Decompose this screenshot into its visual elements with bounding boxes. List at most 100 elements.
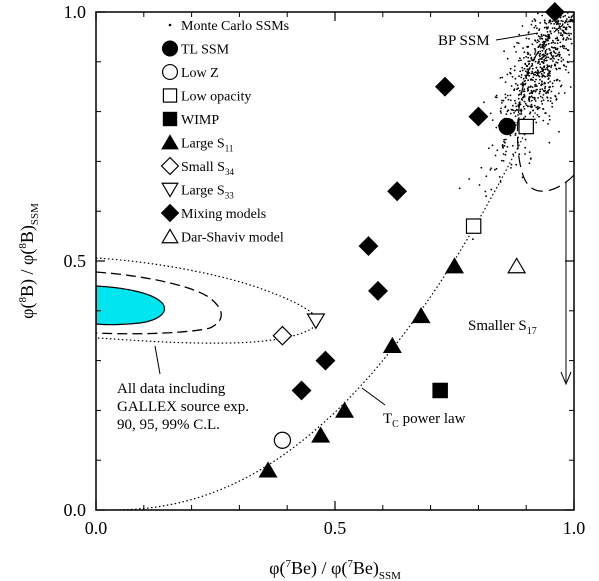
monte-carlo-dot xyxy=(547,33,549,36)
x-axis-label-sup2: 7 xyxy=(347,558,353,570)
monte-carlo-dot xyxy=(545,43,548,46)
monte-carlo-dot xyxy=(558,51,561,54)
monte-carlo-dot xyxy=(500,107,502,110)
monte-carlo-dot xyxy=(545,22,548,25)
monte-carlo-dot xyxy=(563,64,566,67)
monte-carlo-dot xyxy=(540,72,543,75)
monte-carlo-dot xyxy=(522,105,525,108)
monte-carlo-dot xyxy=(510,167,512,169)
monte-carlo-dot xyxy=(534,83,536,86)
axis-ticks: 0.0 0.5 1.0 0.0 0.5 1.0 xyxy=(64,2,586,538)
monte-carlo-dot xyxy=(521,69,524,72)
monte-carlo-dot xyxy=(554,95,557,98)
monte-carlo-dot xyxy=(506,146,509,148)
monte-carlo-dot xyxy=(512,153,514,156)
monte-carlo-dot xyxy=(538,115,540,118)
monte-carlo-dot xyxy=(518,59,520,62)
smaller-s17-arrowhead xyxy=(560,371,572,386)
monte-carlo-dot xyxy=(547,123,549,125)
monte-carlo-dot xyxy=(506,110,509,113)
monte-carlo-dot xyxy=(541,96,544,99)
monte-carlo-dot xyxy=(539,37,541,40)
monte-carlo-dot xyxy=(528,162,531,165)
monte-carlo-dot xyxy=(534,40,537,42)
monte-carlo-dot xyxy=(480,166,483,169)
monte-carlo-dot xyxy=(559,53,561,56)
monte-carlo-dot xyxy=(561,29,564,31)
monte-carlo-dot xyxy=(545,56,548,59)
monte-carlo-dot xyxy=(498,176,501,178)
monte-carlo-dot xyxy=(538,40,540,43)
monte-carlo-dot xyxy=(534,85,536,88)
monte-carlo-dot xyxy=(569,86,572,88)
y-axis-label-sub: SSM xyxy=(29,203,41,225)
monte-carlo-dot xyxy=(539,50,542,53)
monte-carlo-dot xyxy=(542,99,545,101)
monte-carlo-dot xyxy=(536,85,538,88)
data-point xyxy=(498,117,516,136)
monte-carlo-dot xyxy=(484,190,487,193)
monte-carlo-dot xyxy=(542,53,545,56)
monte-carlo-dot xyxy=(567,61,569,64)
monte-carlo-dot xyxy=(490,167,492,170)
tc-label-rest: power law xyxy=(399,411,466,427)
bp-ssm-pointer xyxy=(495,32,539,41)
monte-carlo-dot xyxy=(547,73,549,75)
monte-carlo-dot xyxy=(491,119,494,121)
x-axis-label: φ(7Be) / φ(7Be)SSM xyxy=(269,558,401,581)
tc-pointer xyxy=(361,387,386,406)
monte-carlo-dot xyxy=(509,112,512,115)
monte-carlo-dot xyxy=(537,35,540,38)
monte-carlo-dot xyxy=(543,71,546,74)
monte-carlo-dot xyxy=(521,99,524,101)
data-point xyxy=(445,257,464,274)
monte-carlo-dot xyxy=(537,59,540,61)
monte-carlo-dot xyxy=(524,80,526,82)
monte-carlo-dot xyxy=(539,46,542,49)
monte-carlo-dot xyxy=(539,43,542,46)
legend-marker xyxy=(161,228,179,244)
monte-carlo-dot xyxy=(528,98,530,101)
monte-carlo-dot xyxy=(556,54,559,57)
monte-carlo-dot xyxy=(555,67,557,70)
monte-carlo-dot xyxy=(510,108,513,111)
monte-carlo-dot xyxy=(521,176,524,179)
monte-carlo-dot xyxy=(555,98,558,100)
monte-carlo-dot xyxy=(549,58,552,60)
monte-carlo-dot xyxy=(528,151,531,154)
monte-carlo-dot xyxy=(536,69,539,72)
monte-carlo-dot xyxy=(526,45,528,48)
monte-carlo-dot xyxy=(532,73,535,76)
monte-carlo-dot xyxy=(541,88,544,90)
data-point xyxy=(411,306,431,324)
monte-carlo-dot xyxy=(552,60,554,62)
monte-carlo-dot xyxy=(520,108,522,111)
monte-carlo-dot xyxy=(545,59,548,62)
monte-carlo-dot xyxy=(506,57,509,60)
monte-carlo-dot xyxy=(562,37,565,40)
monte-carlo-dot xyxy=(538,92,541,95)
monte-carlo-dot xyxy=(547,77,550,80)
monte-carlo-dot xyxy=(562,38,565,41)
monte-carlo-dot xyxy=(547,56,550,59)
data-point xyxy=(315,350,336,371)
monte-carlo-dot xyxy=(547,69,549,71)
monte-carlo-dot xyxy=(547,74,550,77)
monte-carlo-dot xyxy=(565,69,567,71)
monte-carlo-dot xyxy=(551,56,554,59)
monte-carlo-dot xyxy=(556,37,559,40)
legend-marker xyxy=(160,156,180,176)
y-axis-label-base: φ( xyxy=(17,303,38,319)
data-point xyxy=(468,106,489,127)
monte-carlo-dot xyxy=(535,121,538,124)
monte-carlo-dot xyxy=(549,49,551,51)
monte-carlo-dot xyxy=(520,76,523,79)
monte-carlo-dot xyxy=(548,86,550,88)
monte-carlo-dot xyxy=(527,105,529,108)
data-point xyxy=(465,218,482,234)
monte-carlo-dot xyxy=(525,37,528,40)
monte-carlo-dot xyxy=(524,62,527,65)
monte-carlo-dot xyxy=(539,88,542,91)
monte-carlo-dot xyxy=(548,65,550,67)
monte-carlo-dot xyxy=(551,27,554,29)
